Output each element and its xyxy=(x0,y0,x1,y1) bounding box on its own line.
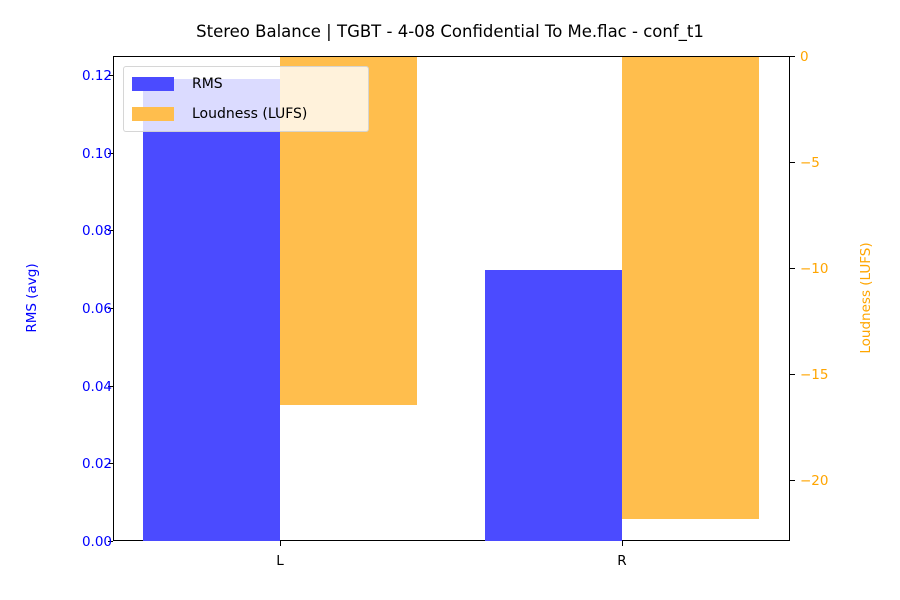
y-left-tick xyxy=(108,75,113,77)
y-left-tick xyxy=(108,386,113,388)
y-left-tick-label: 0.00 xyxy=(81,534,112,550)
y-left-tick xyxy=(108,463,113,465)
legend-item-loudness: Loudness (LUFS) xyxy=(132,105,307,123)
y-right-tick xyxy=(790,374,795,376)
y-left-tick-label: 0.04 xyxy=(81,379,112,395)
bar-loudness-R xyxy=(622,57,759,519)
y-left-tick-label: 0.08 xyxy=(81,223,112,239)
y-right-tick-label: −5 xyxy=(800,155,820,171)
y-left-tick-label: 0.12 xyxy=(81,68,112,84)
legend-swatch-rms xyxy=(132,77,174,91)
y-right-axis-title: Loudness (LUFS) xyxy=(858,242,874,354)
x-tick-label-R: R xyxy=(617,553,627,569)
y-right-tick xyxy=(790,268,795,270)
y-left-tick xyxy=(108,153,113,155)
y-right-tick xyxy=(790,480,795,482)
legend-label: RMS xyxy=(192,76,223,92)
chart-title: Stereo Balance | TGBT - 4-08 Confidentia… xyxy=(196,22,704,41)
y-left-tick-label: 0.02 xyxy=(81,456,112,472)
y-left-axis-title: RMS (avg) xyxy=(24,263,40,333)
x-tick xyxy=(622,541,624,546)
y-right-tick-label: −10 xyxy=(800,261,829,277)
y-left-tick-label: 0.06 xyxy=(81,301,112,317)
legend-swatch-loudness xyxy=(132,107,174,121)
y-right-tick xyxy=(790,162,795,164)
y-left-tick xyxy=(108,230,113,232)
y-right-tick-label: −15 xyxy=(800,367,829,383)
legend: RMS Loudness (LUFS) xyxy=(123,66,369,132)
bar-rms-R xyxy=(485,270,622,541)
y-right-tick xyxy=(790,56,795,58)
x-tick-label-L: L xyxy=(276,553,284,569)
y-left-tick xyxy=(108,308,113,310)
bar-rms-L xyxy=(143,79,280,541)
legend-item-rms: RMS xyxy=(132,75,223,93)
y-right-tick-label: 0 xyxy=(800,49,809,65)
x-tick xyxy=(280,541,282,546)
legend-label: Loudness (LUFS) xyxy=(192,106,308,122)
y-left-tick xyxy=(108,541,113,543)
y-left-tick-label: 0.10 xyxy=(81,146,112,162)
plot-area xyxy=(113,56,790,541)
y-right-tick-label: −20 xyxy=(800,473,829,489)
